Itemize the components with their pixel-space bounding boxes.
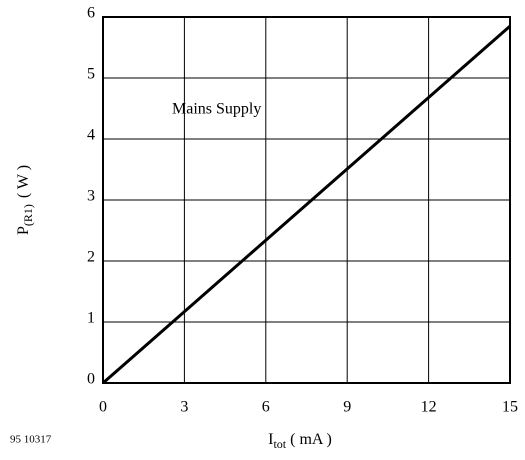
x-axis-label: Itot ( mA ) (268, 431, 332, 451)
x-tick-label: 15 (502, 399, 518, 416)
y-tick-label: 6 (87, 5, 95, 22)
data-line (102, 25, 511, 385)
x-tick-label: 0 (99, 399, 107, 416)
figure-id: 95 10317 (10, 434, 52, 446)
y-label-unit: ( W ) (15, 165, 32, 198)
x-tick-label: 9 (343, 399, 351, 416)
x-label-sub: tot (273, 437, 286, 451)
y-label-main: P (15, 226, 32, 235)
x-tick-label: 3 (180, 399, 188, 416)
y-tick-label: 5 (87, 66, 95, 83)
y-tick-label: 0 (87, 371, 95, 388)
x-label-main: I (268, 431, 273, 448)
y-axis-label: P(R1) ( W ) (15, 165, 35, 235)
y-tick-label: 2 (87, 249, 95, 266)
y-tick-label: 1 (87, 310, 95, 327)
x-label-unit: ( mA ) (290, 431, 332, 448)
y-tick-label: 4 (87, 127, 95, 144)
annotation: Mains Supply (172, 101, 261, 118)
x-tick-label: 6 (262, 399, 270, 416)
x-tick-label: 12 (421, 399, 437, 416)
y-tick-label: 3 (87, 188, 95, 205)
y-label-sub: (R1) (21, 204, 35, 226)
plot-frame (102, 16, 511, 384)
